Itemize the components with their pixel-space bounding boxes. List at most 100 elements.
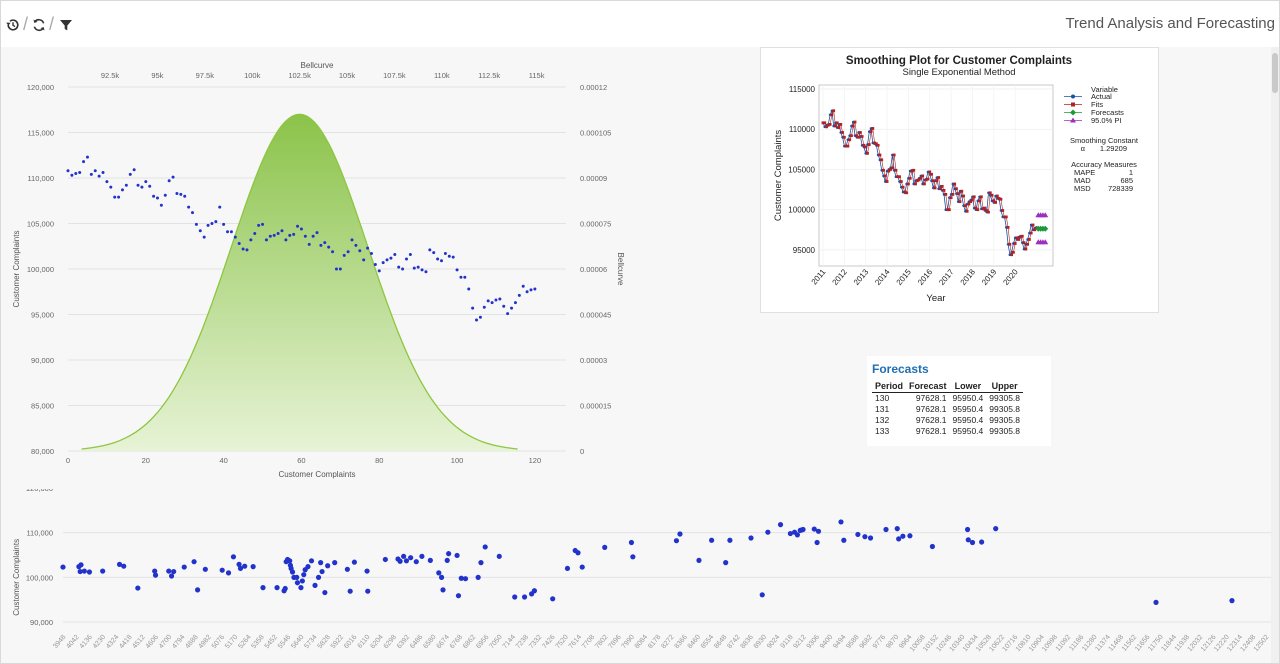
data-point: [152, 572, 159, 578]
data-point: [299, 227, 303, 231]
fits-point: [835, 121, 839, 125]
data-point: [132, 168, 136, 172]
x-axis-label: Customer Complaints: [279, 470, 356, 479]
data-point: [673, 538, 680, 544]
data-point: [183, 194, 187, 198]
top-tick-label: 105k: [339, 71, 356, 80]
data-point: [163, 193, 167, 197]
data-point: [307, 242, 311, 246]
y-axis-label: Customer Complaints: [12, 231, 21, 308]
measure-value: 1: [1129, 168, 1133, 177]
data-point: [342, 253, 346, 257]
fits-point: [1010, 253, 1014, 257]
data-point: [124, 183, 128, 187]
data-point: [332, 560, 338, 566]
x-tick-label: 8178: [647, 634, 662, 651]
vertical-scrollbar[interactable]: [1271, 47, 1279, 663]
data-point: [315, 231, 319, 235]
x-tick-label: 6862: [462, 634, 477, 651]
x-tick-label: 6298: [383, 634, 398, 651]
x-tick-label: 2013: [852, 267, 871, 287]
fits-point: [944, 193, 948, 196]
data-point: [171, 175, 175, 179]
x-tick-label: 6956: [475, 634, 490, 651]
data-point: [179, 192, 183, 196]
y-tick-label: 95,000: [31, 311, 54, 320]
y-tick-label: 115000: [789, 85, 816, 94]
x-tick-label: 7050: [488, 634, 503, 651]
refresh-icon[interactable]: [29, 15, 49, 35]
data-point: [294, 574, 300, 580]
data-point: [351, 559, 357, 565]
data-point: [364, 568, 370, 574]
top-tick-label: 97.5k: [196, 71, 215, 80]
fits-point: [951, 193, 955, 196]
data-point: [128, 172, 132, 176]
data-point: [377, 269, 381, 273]
data-point: [900, 533, 906, 539]
fits-point: [832, 109, 836, 113]
x-tick-label: 6016: [343, 634, 358, 651]
x-tick-label: 9588: [845, 634, 860, 651]
data-point: [1229, 598, 1235, 604]
table-row: 131 97628.1 95950.4 99305.8: [872, 404, 1023, 415]
data-point: [284, 238, 288, 242]
x-tick-label: 9212: [792, 634, 807, 651]
x-tick-label: 8554: [700, 634, 715, 651]
fits-point: [842, 135, 846, 139]
data-point: [510, 306, 514, 310]
data-point: [121, 563, 127, 569]
data-point: [272, 233, 276, 237]
fits-point: [857, 135, 860, 139]
x-tick-label: 5452: [264, 634, 279, 651]
y-tick-label: 105,000: [27, 220, 54, 229]
data-point: [811, 526, 817, 532]
fits-point: [887, 169, 891, 173]
fits-point: [880, 158, 884, 162]
data-point: [486, 299, 490, 303]
data-point: [113, 195, 117, 199]
data-point: [175, 191, 179, 195]
data-point: [301, 572, 307, 578]
x-tick-label: 9870: [885, 634, 900, 651]
fits-point: [963, 204, 967, 208]
data-point: [109, 185, 113, 189]
data-point: [440, 259, 443, 263]
data-point: [120, 188, 124, 192]
data-point: [303, 234, 307, 238]
fits-point: [924, 178, 928, 182]
fits-point: [985, 209, 989, 212]
x-tick-label: 3948: [52, 634, 67, 651]
data-point: [630, 554, 636, 560]
fits-point: [889, 168, 893, 171]
data-point: [401, 553, 407, 559]
x-tick-label: 0: [66, 456, 70, 465]
data-point: [191, 559, 197, 565]
column-header: Upper: [986, 381, 1024, 393]
y-tick-label: 80,000: [31, 447, 54, 456]
history-icon[interactable]: [3, 15, 23, 35]
data-point: [496, 553, 502, 559]
data-point: [451, 255, 455, 259]
x-tick-label: 7426: [541, 634, 556, 651]
fits-point: [987, 210, 990, 214]
data-point: [299, 578, 305, 584]
fits-point: [1022, 241, 1026, 245]
legend-label: Fits: [1091, 100, 1103, 109]
data-point: [517, 293, 521, 297]
data-point: [462, 576, 469, 582]
alpha-value: 1.29209: [1100, 144, 1127, 153]
fits-point: [821, 121, 825, 125]
table-cell: 97628.1: [915, 404, 947, 414]
fits-point: [926, 177, 930, 181]
data-point: [237, 565, 244, 572]
table-cell: 95950.4: [952, 404, 984, 414]
filter-icon[interactable]: [56, 15, 76, 35]
fits-point: [850, 134, 853, 138]
fits-point: [903, 190, 907, 194]
data-point: [458, 575, 464, 581]
scrollbar-thumb[interactable]: [1272, 53, 1278, 93]
fits-point: [912, 168, 916, 172]
data-point: [436, 570, 442, 576]
data-point: [428, 248, 432, 252]
